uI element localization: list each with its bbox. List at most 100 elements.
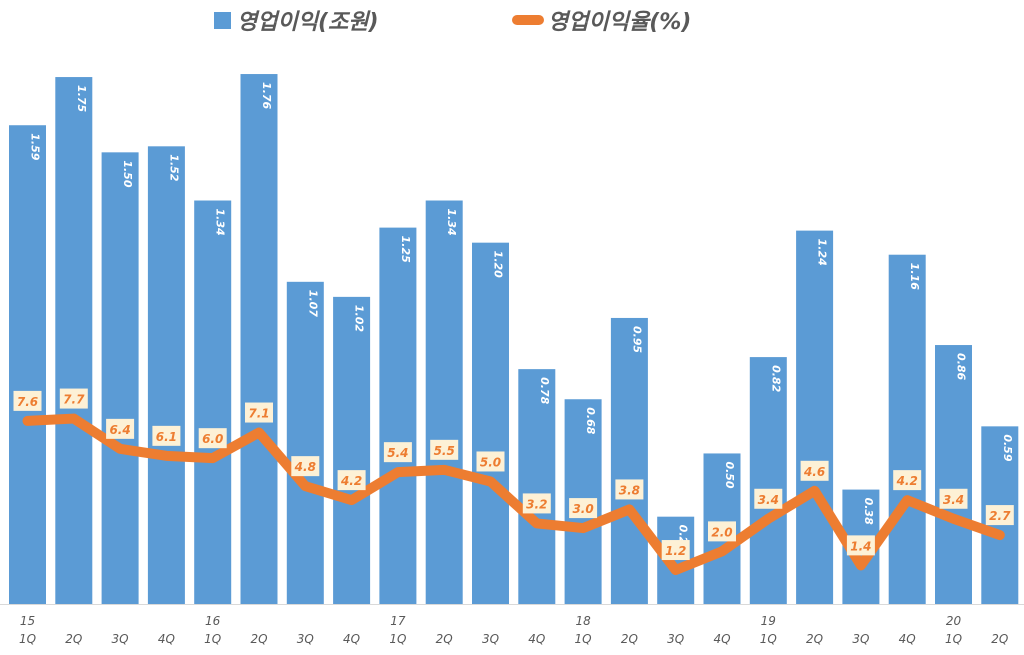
bar-value-label: 0.78 xyxy=(538,377,551,404)
x-tick-quarter: 2Q xyxy=(250,632,267,646)
bar-value-label: 1.34 xyxy=(214,209,227,236)
line-label-box xyxy=(291,456,320,477)
x-tick-year: 19 xyxy=(761,614,776,628)
x-tick-quarter: 4Q xyxy=(343,632,360,646)
bar-value-label: 0.95 xyxy=(630,326,643,353)
line-value-label: 2.0 xyxy=(711,525,732,539)
x-tick-quarter: 2Q xyxy=(436,632,453,646)
bar xyxy=(796,230,834,604)
margin-line xyxy=(22,413,1005,576)
line-value-label: 7.7 xyxy=(63,393,85,407)
x-tick-quarter: 4Q xyxy=(899,632,916,646)
line-label-box xyxy=(846,535,875,556)
bar xyxy=(472,242,509,604)
legend-label-operating-margin: 영업이익율(%) xyxy=(548,10,692,35)
legend-item-operating-margin: 영업이익율(%) xyxy=(512,4,691,36)
x-tick-year: 17 xyxy=(390,614,406,628)
legend-swatch-bar xyxy=(214,11,231,29)
bar-value-label: 1.16 xyxy=(908,263,921,290)
bar-value-label: 1.50 xyxy=(121,160,134,187)
line-value-label: 1.4 xyxy=(850,539,871,553)
bar-value-label: 1.24 xyxy=(816,239,829,266)
line-label-box xyxy=(152,425,181,446)
x-tick-quarter: 3Q xyxy=(297,632,314,646)
x-tick-quarter: 1Q xyxy=(945,632,962,646)
bar xyxy=(55,77,93,605)
bar xyxy=(425,200,463,604)
line-label-box xyxy=(59,388,88,409)
x-tick-quarter: 2Q xyxy=(991,632,1008,646)
line-label-box xyxy=(383,442,412,463)
bar xyxy=(935,345,972,604)
bar xyxy=(101,152,139,605)
line-label-box xyxy=(198,428,227,449)
x-tick-quarter: 2Q xyxy=(65,632,82,646)
bar xyxy=(333,296,371,604)
bar-value-label: 1.02 xyxy=(353,305,366,332)
bar-value-label: 1.59 xyxy=(29,133,42,160)
bar-value-label: 1.75 xyxy=(75,85,88,112)
line-label-box xyxy=(939,488,968,509)
line-label-box xyxy=(337,470,366,491)
line-label-box xyxy=(800,460,829,481)
x-tick-quarter: 1Q xyxy=(204,632,221,646)
bar xyxy=(240,74,278,605)
x-tick-quarter: 2Q xyxy=(621,632,638,646)
x-tick-year: 18 xyxy=(575,614,591,628)
x-tick-quarter: 3Q xyxy=(852,632,869,646)
bar-value-label: 0.82 xyxy=(769,365,782,392)
legend: 영업이익(조원) 영업이익율(%) xyxy=(0,2,1024,36)
line-label-box xyxy=(661,540,690,561)
x-tick-quarter: 2Q xyxy=(806,632,823,646)
line-label-box xyxy=(476,451,505,472)
x-tick-year: 20 xyxy=(946,614,962,628)
line-value-label: 5.5 xyxy=(434,444,455,458)
line-value-label: 3.4 xyxy=(758,493,779,507)
bar-value-label: 1.25 xyxy=(399,236,412,263)
legend-swatch-line xyxy=(512,15,544,25)
bar-value-label: 0.59 xyxy=(1001,434,1014,461)
line-value-label: 6.1 xyxy=(156,430,177,444)
line-label-box xyxy=(893,470,922,491)
line-value-label: 3.4 xyxy=(943,493,964,507)
x-tick-quarter: 4Q xyxy=(528,632,545,646)
line-label-box xyxy=(522,493,551,514)
bar xyxy=(9,125,46,604)
line-value-label: 7.1 xyxy=(248,407,269,421)
x-tick-quarter: 3Q xyxy=(482,632,499,646)
x-tick-year: 15 xyxy=(20,614,35,628)
bar xyxy=(194,200,232,604)
x-tick-quarter: 1Q xyxy=(575,632,592,646)
line-value-label: 3.0 xyxy=(572,502,593,516)
line-label-box xyxy=(708,521,736,542)
line-label-box xyxy=(985,505,1014,526)
bar-value-label: 1.07 xyxy=(306,290,319,317)
line-label-box xyxy=(615,479,644,500)
bar-value-label: 0.50 xyxy=(723,461,736,488)
line-label-box xyxy=(245,402,273,423)
bar-value-label: 0.38 xyxy=(862,498,875,525)
bar-value-label: 1.76 xyxy=(260,82,273,109)
bar xyxy=(518,369,556,604)
line-value-label: 4.6 xyxy=(803,465,825,479)
x-tick-quarter: 1Q xyxy=(760,632,777,646)
bar xyxy=(888,254,926,604)
bar xyxy=(379,227,417,604)
x-tick-quarter: 1Q xyxy=(19,632,36,646)
line-value-label: 4.8 xyxy=(294,460,316,474)
line-label-box xyxy=(754,488,783,509)
bar xyxy=(610,317,648,604)
line-value-label: 7.6 xyxy=(17,395,38,409)
bar-value-label: 0.68 xyxy=(584,407,597,434)
x-tick-quarter: 3Q xyxy=(667,632,684,646)
bar-value-label: 1.20 xyxy=(492,251,505,278)
line-value-label: 5.4 xyxy=(387,446,408,460)
bar-value-label: 1.52 xyxy=(167,154,180,181)
line-value-label: 6.0 xyxy=(202,432,223,446)
line-value-label: 4.2 xyxy=(340,474,362,488)
line-value-label: 6.4 xyxy=(109,423,130,437)
line-value-label: 1.2 xyxy=(665,544,686,558)
line-label-box xyxy=(430,439,459,460)
legend-label-operating-profit: 영업이익(조원) xyxy=(237,10,379,35)
